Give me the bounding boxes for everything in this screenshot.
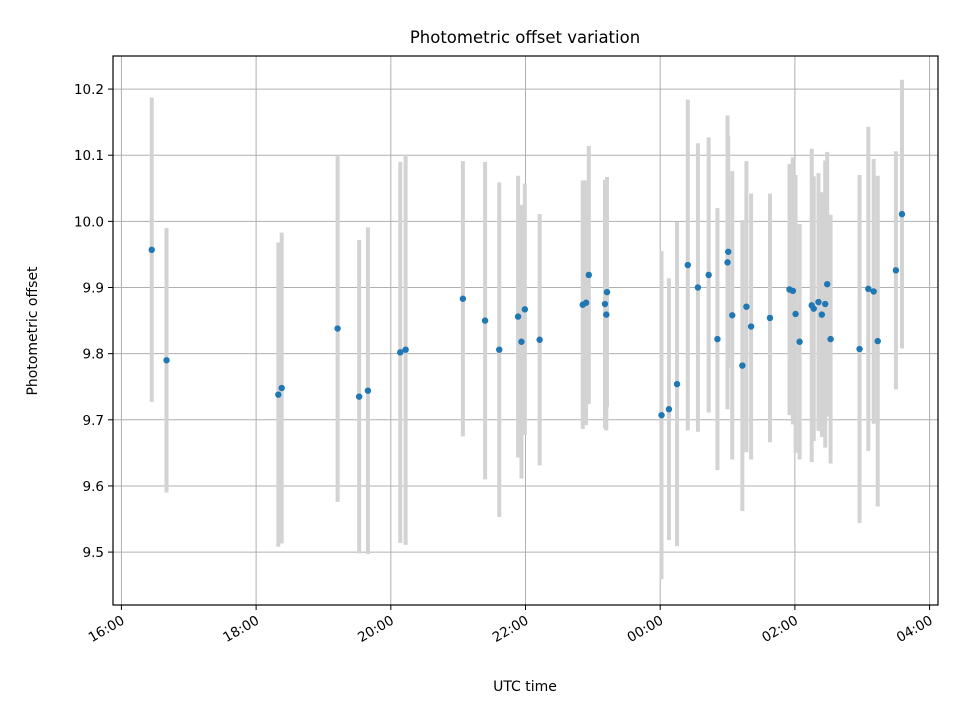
data-point [364,387,372,394]
data-point [334,325,341,332]
x-tick-label: 22:00 [490,613,532,646]
chart-title: Photometric offset variation [410,28,640,47]
data-point [658,411,665,419]
x-tick-label: 16:00 [86,613,128,646]
point-layer [148,210,906,419]
data-point [402,346,409,353]
data-point [163,357,170,364]
data-point [739,362,746,369]
y-tick-label: 9.8 [83,347,104,363]
data-point [459,295,467,302]
data-point [521,306,529,313]
data-point [673,380,681,388]
data-point [729,312,736,319]
data-point [743,303,750,310]
data-point [789,287,797,295]
data-point [827,335,834,343]
data-point [725,248,732,255]
data-point [601,300,609,308]
data-point [892,267,900,274]
data-point [603,311,610,318]
data-point [275,391,282,398]
data-point [481,317,489,324]
data-point [684,261,692,269]
y-axis-label: Photometric offset [25,266,41,396]
data-point [766,314,774,322]
data-point [824,280,831,288]
data-point [796,338,803,345]
data-point [747,323,755,330]
data-point [821,300,829,308]
data-point [694,284,702,291]
data-point [397,349,404,356]
y-axis-ticks: 9.5 9.6 9.7 9.8 9.9 10.0 10.1 10.2 [74,82,113,561]
data-point [815,298,822,306]
x-tick-label: 02:00 [759,613,801,646]
data-point [496,346,503,353]
data-point [536,336,543,343]
data-point [792,310,799,318]
data-point [355,393,363,400]
y-tick-label: 9.6 [83,479,104,495]
data-point [818,311,826,318]
data-point [148,246,155,254]
y-tick-label: 10.2 [74,82,104,98]
data-point [514,313,522,320]
data-point [665,406,673,413]
data-point [856,345,863,353]
y-tick-label: 9.7 [83,413,104,429]
x-axis-label: UTC time [493,679,557,695]
data-point [705,271,712,279]
data-point [898,210,906,218]
x-tick-label: 20:00 [355,613,397,646]
data-point [518,338,525,345]
data-point [603,288,611,296]
y-tick-label: 10.1 [74,148,104,164]
x-axis-ticks: 16:00 18:00 20:00 22:00 00:00 02:00 04:00 [86,605,936,646]
data-point [874,337,881,345]
y-tick-label: 9.5 [83,545,104,561]
data-point [582,299,590,306]
data-point [810,305,817,312]
data-point [865,285,872,293]
x-tick-label: 00:00 [625,613,667,646]
x-tick-label: 04:00 [894,613,936,646]
data-point [870,288,877,295]
data-point [714,335,721,343]
data-point [585,271,593,279]
x-tick-label: 18:00 [220,613,262,646]
data-point [724,259,731,266]
data-point [278,384,285,392]
y-tick-label: 9.9 [83,281,104,297]
y-tick-label: 10.0 [74,214,104,230]
